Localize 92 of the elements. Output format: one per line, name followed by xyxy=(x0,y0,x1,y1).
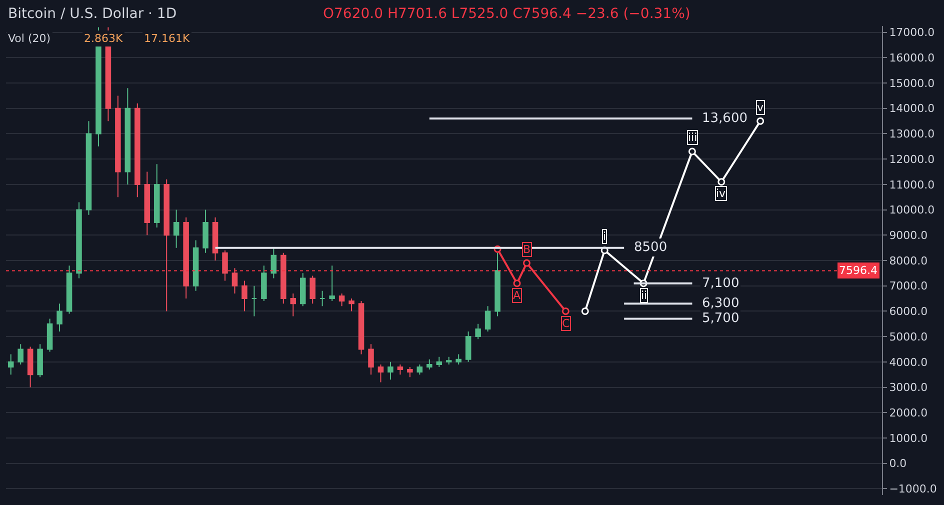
candlestick xyxy=(202,209,208,254)
candlestick xyxy=(300,272,306,307)
series-label: 8500 xyxy=(634,240,668,255)
candlestick xyxy=(164,178,170,312)
y-tick-label: 17000.0 xyxy=(889,26,935,40)
candlestick xyxy=(212,216,218,261)
y-tick-label: 15000.0 xyxy=(889,76,935,90)
y-tick-label: 11000.0 xyxy=(889,178,935,192)
y-tick-label: 9000.0 xyxy=(889,229,928,242)
y-tick-label: 16000.0 xyxy=(889,52,935,65)
candlestick xyxy=(134,102,140,198)
candlestick xyxy=(436,356,442,368)
candlestick xyxy=(124,88,131,185)
point xyxy=(688,148,696,156)
candlestick xyxy=(475,323,481,340)
candlestick xyxy=(232,268,238,294)
candlestick xyxy=(319,290,326,307)
candlestick xyxy=(358,300,364,355)
candlestick xyxy=(426,358,432,370)
candlestick xyxy=(407,366,413,378)
candlestick xyxy=(173,209,180,248)
point xyxy=(718,178,726,186)
candlestick xyxy=(242,280,248,312)
y-tick-label: 4000.0 xyxy=(889,356,928,369)
candlestick xyxy=(388,361,394,380)
chart-title: Bitcoin / U.S. Dollar · 1D xyxy=(8,6,177,22)
data-label: ii xyxy=(641,289,648,302)
point xyxy=(562,307,570,315)
candlestick xyxy=(115,95,121,198)
candlestick xyxy=(348,298,354,312)
y-tick-label: 12000.0 xyxy=(889,152,935,166)
y-tick-label: 2000.0 xyxy=(889,406,928,420)
candlestick xyxy=(18,344,24,365)
series-label: 7,100 xyxy=(702,276,740,291)
y-tick-label: 14000.0 xyxy=(889,102,935,116)
candlestick xyxy=(76,202,82,279)
annotation: 2.863K xyxy=(84,32,124,45)
candlestick xyxy=(338,292,345,307)
series-label: 5,700 xyxy=(702,311,740,326)
ref-line-label: 7596.4 xyxy=(839,264,878,277)
point xyxy=(756,117,764,125)
candlestick xyxy=(290,292,296,317)
candlestick xyxy=(56,303,62,332)
y-tick-label: 1000.0 xyxy=(889,432,928,445)
y-tick-label: 8000.0 xyxy=(889,254,928,268)
candlestick xyxy=(270,247,277,279)
y-tick-label: 7000.0 xyxy=(889,280,928,293)
candlestick xyxy=(251,285,258,317)
data-label: iv xyxy=(716,187,726,200)
y-tick-label: 5000.0 xyxy=(889,330,928,344)
candlestick xyxy=(222,250,228,282)
candlestick xyxy=(154,164,160,228)
y-tick-label: 10000.0 xyxy=(889,204,935,217)
candlestick xyxy=(465,330,472,362)
candlestick xyxy=(66,265,72,314)
data-label: i xyxy=(603,230,606,243)
candlestick xyxy=(368,344,374,376)
candlestick xyxy=(329,265,335,302)
candlestick xyxy=(37,344,43,378)
candlestick xyxy=(261,265,267,302)
candlestick xyxy=(27,346,34,388)
y-tick-label: −1000.0 xyxy=(889,482,937,496)
candlestick xyxy=(446,356,452,365)
data-label: v xyxy=(757,101,764,114)
y-tick-label: 0.0 xyxy=(889,457,907,470)
chart-subtitle: O7620.0 H7701.6 L7525.0 C7596.4 −23.6 (−0.31%) xyxy=(323,6,690,22)
y-tick-label: 6000.0 xyxy=(889,305,928,318)
series-label: 6,300 xyxy=(702,296,740,311)
candlestick xyxy=(144,171,150,236)
point xyxy=(513,280,521,288)
y-tick-label: 3000.0 xyxy=(889,381,928,394)
y-tick-label: 13000.0 xyxy=(889,128,935,141)
point xyxy=(522,259,530,267)
candlestick xyxy=(86,120,92,216)
candlestick xyxy=(416,364,423,376)
candlestick xyxy=(8,354,14,376)
data-label: iii xyxy=(688,131,698,144)
candlestick xyxy=(183,216,189,300)
candlestick xyxy=(192,240,199,292)
candlestick xyxy=(46,318,53,352)
candlestick xyxy=(310,275,316,304)
annotation: 17.161K xyxy=(144,32,190,45)
annotation: Vol (20) xyxy=(8,32,51,45)
series-label: 13,600 xyxy=(702,111,748,126)
point xyxy=(581,307,589,315)
candlestick xyxy=(456,354,462,365)
candlestick xyxy=(280,252,286,304)
candlestick xyxy=(484,306,491,332)
candlestick xyxy=(397,364,404,376)
data-label: C xyxy=(562,317,570,330)
candlestick xyxy=(378,364,384,383)
data-label: A xyxy=(513,289,521,302)
